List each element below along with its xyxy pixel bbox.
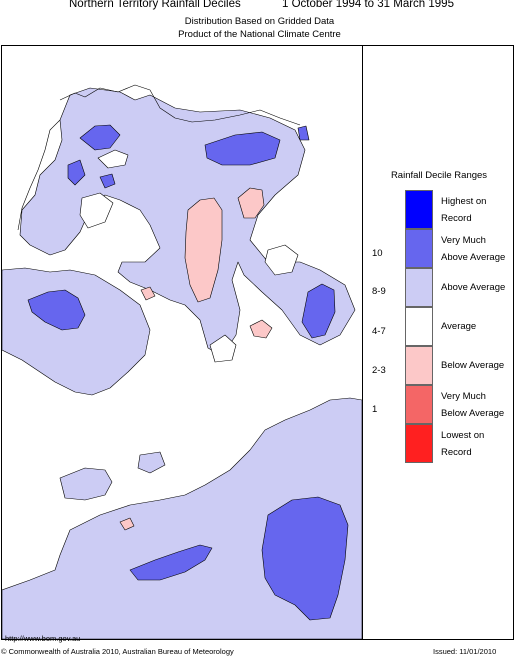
- legend-range-4-7: 4-7: [372, 326, 386, 337]
- legend-label-highest: Highest on Record: [441, 193, 511, 227]
- map-subtitle-product: Product of the National Climate Centre: [178, 29, 341, 40]
- legend-label-highest-line1: Highest on: [441, 196, 487, 207]
- footer-issued: Issued: 11/01/2010: [433, 647, 497, 656]
- legend-divider: [362, 45, 363, 640]
- below-average-spot-3: [119, 517, 135, 531]
- very-much-above-average-south-2: [261, 496, 349, 621]
- above-average-region-south-blob: [59, 467, 113, 501]
- legend-label-very-much-below: Very Much Below Average: [441, 388, 511, 422]
- very-much-above-average-north-5: [297, 125, 310, 141]
- legend-label-very-much-below-line1: Very Much: [441, 391, 486, 402]
- below-average-region-northeast: [237, 187, 265, 219]
- very-much-above-average-east: [301, 283, 336, 339]
- map-title-region: Northern Territory Rainfall Deciles: [69, 0, 241, 10]
- legend-swatch-below: [405, 346, 433, 385]
- legend-label-lowest-line1: Lowest on: [441, 430, 485, 441]
- very-much-above-average-west: [27, 289, 86, 331]
- very-much-above-average-south-1: [129, 544, 213, 581]
- legend-swatch-lowest: [405, 424, 433, 463]
- average-hole-4: [209, 334, 237, 363]
- average-hole-2: [97, 149, 129, 169]
- legend-label-lowest-line2: Record: [441, 447, 472, 458]
- map-frame: [1, 45, 514, 640]
- legend-swatch-average: [405, 307, 433, 346]
- legend-title: Rainfall Decile Ranges: [390, 170, 488, 181]
- map-title: Northern Territory Rainfall Deciles 1 Oc…: [0, 0, 516, 12]
- legend-label-average: Average: [441, 318, 511, 335]
- legend-swatch-very-much-above: [405, 229, 433, 268]
- coastline-west: [17, 119, 61, 231]
- legend-label-above-line1: Above Average: [441, 282, 506, 293]
- legend-label-highest-line2: Record: [441, 213, 472, 224]
- legend-label-very-much-above-line2: Above Average: [441, 252, 506, 263]
- legend-range-1: 1: [372, 404, 378, 415]
- legend-range-8-9: 8-9: [372, 286, 386, 297]
- legend-swatch-highest: [405, 190, 433, 229]
- very-much-above-average-north-3: [67, 159, 86, 186]
- legend-label-very-much-below-line2: Below Average: [441, 408, 505, 419]
- legend-label-very-much-above: Very Much Above Average: [441, 232, 511, 266]
- coastline-top: [59, 84, 301, 126]
- legend-label-very-much-above-line1: Very Much: [441, 235, 486, 246]
- rainfall-decile-map: [2, 84, 362, 639]
- legend-range-10: 10: [372, 248, 383, 259]
- map-subtitle-distribution: Distribution Based on Gridded Data: [184, 16, 335, 27]
- footer-copyright: © Commonwealth of Australia 2010, Austra…: [1, 647, 234, 656]
- very-much-above-average-north-1: [204, 131, 281, 166]
- legend-range-2-3: 2-3: [372, 365, 386, 376]
- map-title-period: 1 October 1994 to 31 March 1995: [282, 0, 454, 10]
- legend-label-lowest: Lowest on Record: [441, 427, 511, 461]
- above-average-region-mid-blob: [137, 451, 166, 474]
- below-average-region-centre: [184, 197, 223, 303]
- average-hole-1: [79, 192, 114, 229]
- below-average-spot-2: [249, 319, 273, 339]
- footer-url: http://www.bom.gov.au: [5, 634, 81, 643]
- above-average-region-west: [2, 267, 151, 396]
- legend-swatch-above: [405, 268, 433, 307]
- legend-label-above: Above Average: [441, 279, 511, 296]
- very-much-above-average-north-4: [99, 173, 116, 189]
- legend-label-below-line1: Below Average: [441, 360, 505, 371]
- very-much-above-average-north-2: [79, 124, 121, 151]
- legend-label-below: Below Average: [441, 357, 511, 374]
- legend-swatch-very-much-below: [405, 385, 433, 424]
- legend-label-average-line1: Average: [441, 321, 477, 332]
- below-average-spot-1: [140, 286, 156, 301]
- average-hole-3: [264, 244, 299, 276]
